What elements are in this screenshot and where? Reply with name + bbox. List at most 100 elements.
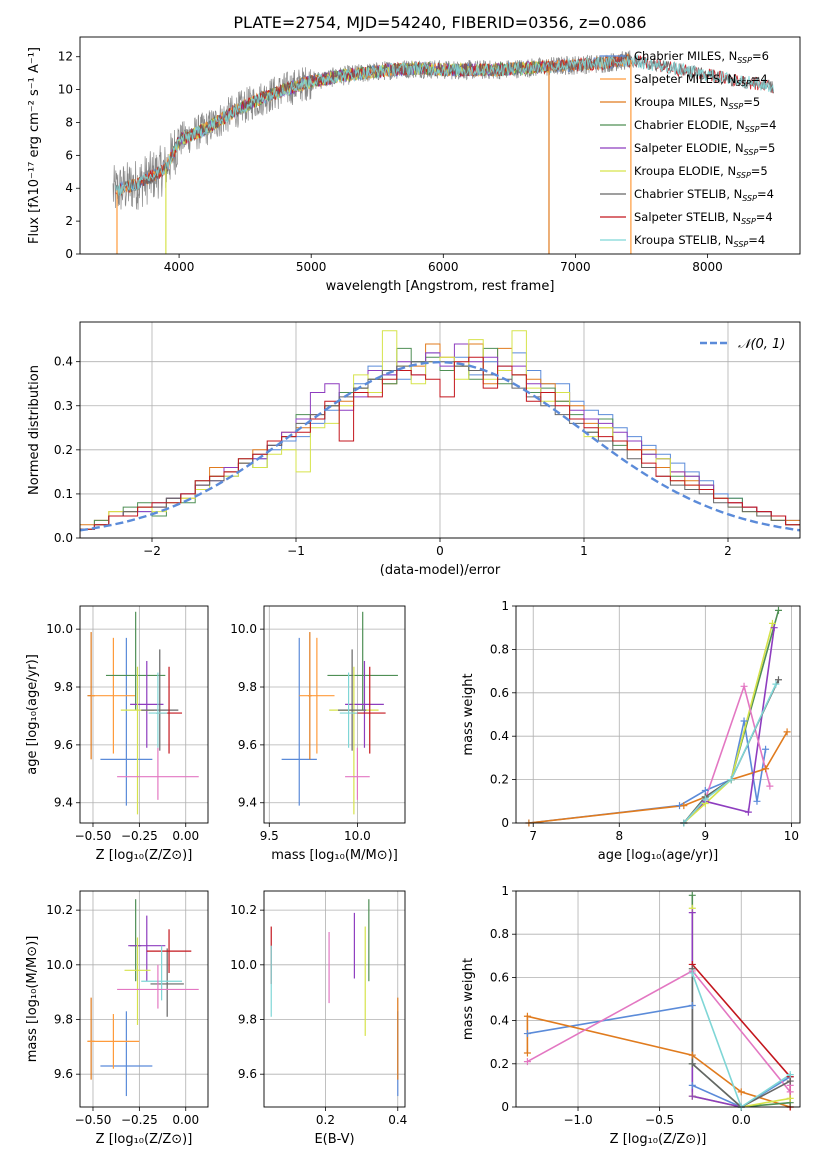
- y-tick-label: 9.6: [54, 738, 73, 752]
- legend-subscript: SSP: [736, 79, 751, 88]
- marker-pink: [740, 682, 748, 690]
- legend-value: =5: [751, 164, 768, 178]
- plot-area: [87, 611, 199, 815]
- x-tick-label: −0.25: [121, 829, 158, 843]
- axes-frame: [263, 605, 406, 824]
- y-axis-label: Normed distribution: [27, 365, 42, 495]
- legend-subscript: SSP: [734, 240, 749, 249]
- legend-entry-salpeter_stelib: Salpeter STELIB, NSSP=4: [634, 210, 773, 226]
- legend-text: Kroupa MILES, N: [634, 95, 729, 109]
- y-tick-label: 0.8: [490, 642, 509, 656]
- panel-mass_weight_vs_age: 7 8 9 10 0 0.2 0.4 0.6 0.8 1 age [log₁₀(age/yr)] ma…: [461, 599, 801, 863]
- y-tick-label: 0.3: [54, 399, 73, 413]
- legend-text: Kroupa ELODIE, N: [634, 164, 736, 178]
- x-tick-label: 9: [702, 829, 710, 843]
- y-tick-label: 9.8: [54, 1013, 73, 1027]
- series-line-salpeter_elodie: [691, 912, 742, 1107]
- x-tick-label: 10: [784, 829, 799, 843]
- legend-entry-kroupa_elodie: Kroupa ELODIE, NSSP=5: [634, 164, 768, 180]
- legend-text: Salpeter MILES, N: [634, 72, 736, 86]
- panel-age_vs_mass: 9.5 10.0 9.4 9.6 9.8 10.0 mass [log₁₀(M/M⊙)]: [230, 605, 406, 863]
- marker-kroupa_miles: [680, 802, 688, 810]
- marker-pink: [786, 1088, 794, 1096]
- x-axis-label: age [log₁₀(age/yr)]: [598, 848, 719, 863]
- marker-kroupa_stelib: [701, 795, 709, 803]
- plot-area: [526, 895, 791, 1107]
- panel-mass_weight_vs_Z: −1.0 −0.5 0.0 0 0.2 0.4 0.6 0.8 1 Z [log₁₀(Z/Z⊙)]…: [461, 884, 801, 1147]
- series-line-kroupa_stelib: [691, 972, 791, 1107]
- marker-chabrier_stelib: [688, 1060, 696, 1068]
- y-tick-label: 9.4: [238, 796, 257, 810]
- marker-chabrier_elodie: [688, 891, 696, 899]
- x-axis-label: Z [log₁₀(Z/Z⊙)]: [96, 1132, 193, 1147]
- plot-area: [112, 50, 775, 254]
- y-tick-label: 9.8: [238, 1013, 257, 1027]
- series-line-kroupa_miles: [526, 1015, 791, 1107]
- y-tick-label: 4: [65, 181, 73, 195]
- marker-chabrier_elodie: [774, 606, 782, 614]
- marker-chabrier_miles: [753, 797, 761, 805]
- y-tick-label: 9.6: [238, 738, 257, 752]
- x-tick-label: −0.50: [75, 1113, 112, 1127]
- y-tick-label: 0.4: [490, 729, 509, 743]
- series-line-kroupa_stelib: [683, 683, 777, 823]
- y-tick-label: 9.4: [54, 796, 73, 810]
- axes-frame: [79, 890, 209, 1108]
- legend-subscript: SSP: [742, 194, 757, 203]
- legend-subscript: SSP: [729, 102, 744, 111]
- y-tick-label: 0.2: [54, 443, 73, 457]
- y-tick-label: 10.0: [230, 622, 257, 636]
- y-axis-label: Flux [fλ10⁻¹⁷ erg cm⁻² s⁻¹ A⁻¹]: [27, 47, 42, 244]
- y-tick-label: 0.8: [490, 927, 509, 941]
- y-tick-label: 9.8: [54, 680, 73, 694]
- marker-kroupa_elodie: [768, 619, 776, 627]
- legend-entry-chabrier_miles: Chabrier MILES, NSSP=6: [634, 49, 769, 65]
- series-line-chabrier_elodie: [683, 610, 780, 823]
- legend-entry-kroupa_stelib: Kroupa STELIB, NSSP=4: [634, 233, 765, 249]
- y-tick-label: 10: [58, 83, 73, 97]
- x-tick-label: 1: [580, 544, 588, 558]
- x-tick-label: 0.4: [388, 1113, 407, 1127]
- marker-kroupa_miles: [762, 765, 770, 773]
- y-tick-label: 0.6: [490, 970, 509, 984]
- plot-area: [281, 611, 398, 815]
- y-tick-label: 9.6: [54, 1067, 73, 1081]
- legend-text: Salpeter ELODIE, N: [634, 141, 744, 155]
- marker-salpeter_elodie: [770, 624, 778, 632]
- y-axis-label: age [log₁₀(age/yr)]: [25, 654, 40, 775]
- marker-chabrier_miles: [701, 786, 709, 794]
- legend-value: =4: [760, 118, 777, 132]
- marker-kroupa_miles: [523, 1012, 531, 1020]
- y-tick-label: 0.4: [54, 355, 73, 369]
- y-tick-label: 0.2: [490, 773, 509, 787]
- legend-entry-salpeter_miles: Salpeter MILES, NSSP=4: [634, 72, 768, 88]
- histogram-salpeter_stelib: [80, 356, 800, 538]
- y-tick-label: 9.8: [238, 680, 257, 694]
- legend-text: Chabrier STELIB, N: [634, 187, 742, 201]
- x-tick-label: 2: [724, 544, 732, 558]
- x-tick-label: 5000: [296, 260, 327, 274]
- axes-frame: [79, 321, 801, 539]
- model-spectrum-kroupa_stelib: [115, 54, 775, 196]
- legend-entry-kroupa_miles: Kroupa MILES, NSSP=5: [634, 95, 760, 111]
- legend-text: Chabrier ELODIE, N: [634, 118, 745, 132]
- axes-frame: [79, 605, 209, 824]
- x-tick-label: 6000: [428, 260, 459, 274]
- figure-title: PLATE=2754, MJD=54240, FIBERID=0356, z=0…: [233, 13, 646, 32]
- axes-frame: [79, 36, 801, 255]
- x-tick-label: 7: [529, 829, 537, 843]
- legend-subscript: SSP: [741, 217, 756, 226]
- legend-subscript: SSP: [744, 148, 759, 157]
- y-tick-label: 12: [58, 50, 73, 64]
- marker-chabrier_miles: [523, 1030, 531, 1038]
- series-line-salpeter_elodie: [683, 627, 775, 823]
- legend-value: =4: [751, 72, 768, 86]
- y-tick-label: 9.6: [238, 1067, 257, 1081]
- x-tick-label: 8000: [692, 260, 723, 274]
- legend-value: =4: [757, 187, 774, 201]
- x-tick-label: −1.0: [563, 1113, 592, 1127]
- y-tick-label: 0: [501, 816, 509, 830]
- axes-frame: [263, 890, 406, 1108]
- marker-kroupa_stelib: [727, 776, 735, 784]
- plot-area: [87, 899, 199, 1097]
